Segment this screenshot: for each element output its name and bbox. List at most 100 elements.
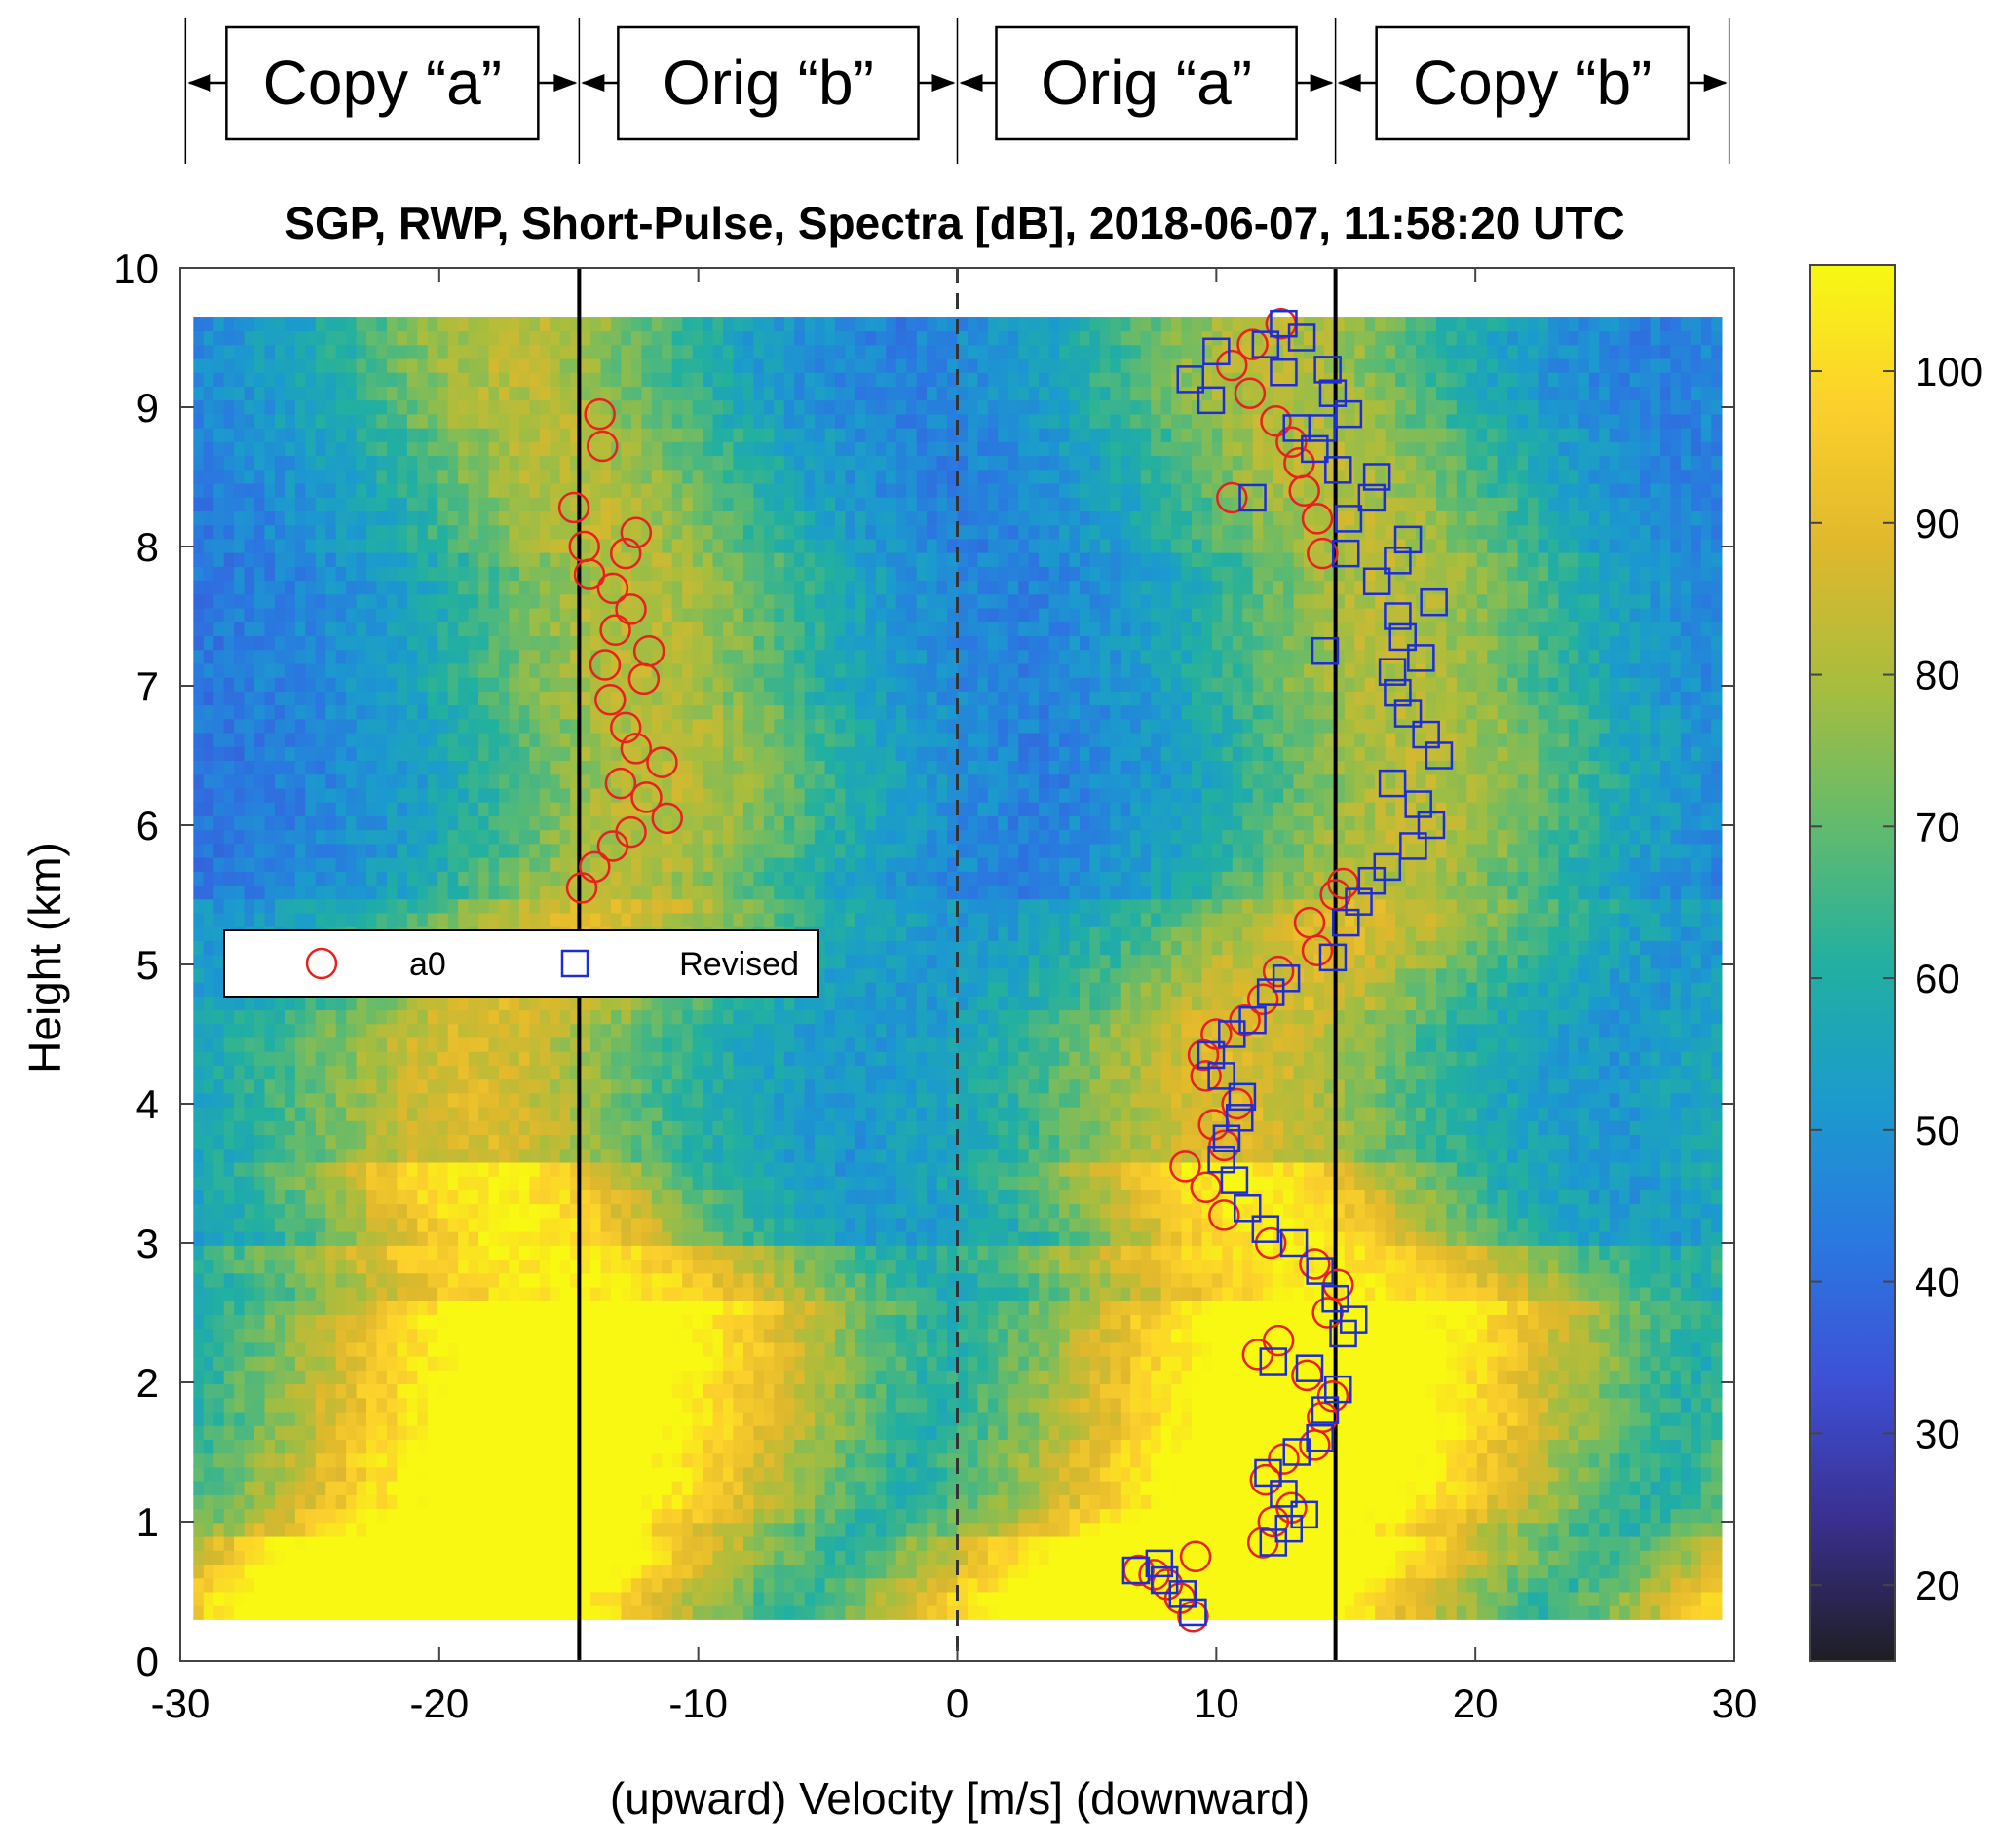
heatmap-cell — [356, 1508, 367, 1524]
heatmap-cell — [1700, 1411, 1713, 1426]
heatmap-cell — [1313, 1314, 1325, 1330]
heatmap-cell — [774, 1564, 785, 1579]
heatmap-cell — [1578, 1189, 1590, 1205]
heatmap-cell — [630, 1259, 643, 1274]
heatmap-cell — [458, 1259, 470, 1274]
heatmap-cell — [1242, 1604, 1254, 1620]
heatmap-cell — [1375, 1259, 1387, 1274]
heatmap-cell — [1211, 1439, 1224, 1454]
heatmap-cell — [386, 1604, 399, 1620]
heatmap-cell — [967, 1286, 979, 1301]
heatmap-cell — [223, 1230, 235, 1246]
heatmap-cell — [916, 1161, 928, 1177]
heatmap-cell — [406, 1522, 419, 1537]
heatmap-cell — [1670, 1535, 1682, 1551]
heatmap-cell — [1425, 1259, 1437, 1274]
heatmap-cell — [1273, 1591, 1284, 1606]
heatmap-cell — [1211, 1370, 1224, 1385]
heatmap-cell — [662, 1397, 673, 1413]
heatmap-cell — [1497, 1439, 1508, 1454]
heatmap-cell — [987, 1577, 1000, 1593]
heatmap-cell — [1680, 1494, 1692, 1510]
heatmap-cell — [1222, 1245, 1234, 1261]
heatmap-cell — [1405, 1466, 1417, 1482]
heatmap-cell — [1476, 1604, 1489, 1620]
heatmap-cell — [1028, 1494, 1040, 1510]
heatmap-cell — [1039, 1452, 1050, 1468]
heatmap-cell — [478, 1175, 490, 1190]
heatmap-cell — [1018, 1535, 1030, 1551]
heatmap-cell — [1151, 1300, 1162, 1315]
heatmap-cell — [774, 1203, 785, 1219]
heatmap-cell — [1283, 1424, 1295, 1440]
heatmap-cell — [1619, 1508, 1631, 1524]
heatmap-cell — [1120, 1452, 1132, 1468]
heatmap-cell — [1476, 1549, 1489, 1565]
heatmap-cell — [967, 1397, 979, 1413]
heatmap-cell — [815, 1314, 826, 1330]
heatmap-cell — [1405, 1370, 1417, 1385]
heatmap-cell — [1497, 1577, 1508, 1593]
heatmap-cell — [927, 1286, 938, 1301]
heatmap-cell — [712, 1259, 724, 1274]
heatmap-cell — [886, 1355, 897, 1371]
heatmap-cell — [244, 1494, 255, 1510]
heatmap-cell — [682, 1494, 694, 1510]
heatmap-cell — [468, 1564, 479, 1579]
heatmap-cell — [1670, 1508, 1682, 1524]
heatmap-cell — [742, 1286, 755, 1301]
heatmap-cell — [1079, 1411, 1091, 1426]
heatmap-cell — [742, 1370, 755, 1385]
heatmap-cell — [927, 1272, 938, 1288]
heatmap-cell — [580, 1397, 591, 1413]
heatmap-cell — [1700, 1604, 1713, 1620]
heatmap-cell — [1700, 1259, 1713, 1274]
heatmap-cell — [1466, 1259, 1478, 1274]
heatmap-cell — [1130, 1328, 1142, 1343]
heatmap-cell — [947, 1564, 959, 1579]
heatmap-cell — [1497, 1286, 1508, 1301]
heatmap-cell — [274, 1424, 286, 1440]
heatmap-cell — [193, 1370, 205, 1385]
heatmap-cell — [1416, 1439, 1427, 1454]
heatmap-cell — [356, 1577, 367, 1593]
heatmap-cell — [1375, 1383, 1387, 1399]
heatmap-cell — [1222, 1203, 1234, 1219]
arrow-left-icon — [959, 74, 983, 92]
heatmap-cell — [1232, 1591, 1244, 1606]
heatmap-cell — [356, 1522, 367, 1537]
heatmap-cell — [651, 1494, 664, 1510]
heatmap-cell — [621, 1370, 632, 1385]
heatmap-cell — [835, 1439, 847, 1454]
heatmap-cell — [723, 1383, 735, 1399]
heatmap-cell — [1435, 1452, 1448, 1468]
heatmap-cell — [1446, 1604, 1458, 1620]
heatmap-cell — [580, 1341, 591, 1357]
heatmap-cell — [1405, 1424, 1417, 1440]
heatmap-cell — [1273, 1272, 1284, 1288]
heatmap-cell — [559, 1245, 571, 1261]
heatmap-cell — [559, 1494, 571, 1510]
heatmap-cell — [936, 1439, 948, 1454]
heatmap-cell — [417, 1203, 429, 1219]
heatmap-cell — [967, 1508, 979, 1524]
region-label: Orig “b” — [581, 25, 956, 141]
heatmap-cell — [1151, 1466, 1162, 1482]
heatmap-cell — [662, 1424, 673, 1440]
heatmap-cell — [774, 1439, 785, 1454]
heatmap-cell — [1354, 1577, 1366, 1593]
heatmap-cell — [1283, 1189, 1295, 1205]
heatmap-cell — [865, 1370, 877, 1385]
heatmap-cell — [865, 1452, 877, 1468]
heatmap-cell — [1242, 1439, 1254, 1454]
heatmap-cell — [967, 1370, 979, 1385]
heatmap-cell — [518, 1230, 531, 1246]
heatmap-cell — [610, 1286, 623, 1301]
heatmap-cell — [386, 1549, 399, 1565]
heatmap-cell — [906, 1245, 918, 1261]
heatmap-cell — [1650, 1480, 1661, 1495]
heatmap-cell — [692, 1328, 703, 1343]
heatmap-cell — [1568, 1259, 1580, 1274]
heatmap-cell — [895, 1217, 908, 1232]
heatmap-cell — [998, 1424, 1009, 1440]
